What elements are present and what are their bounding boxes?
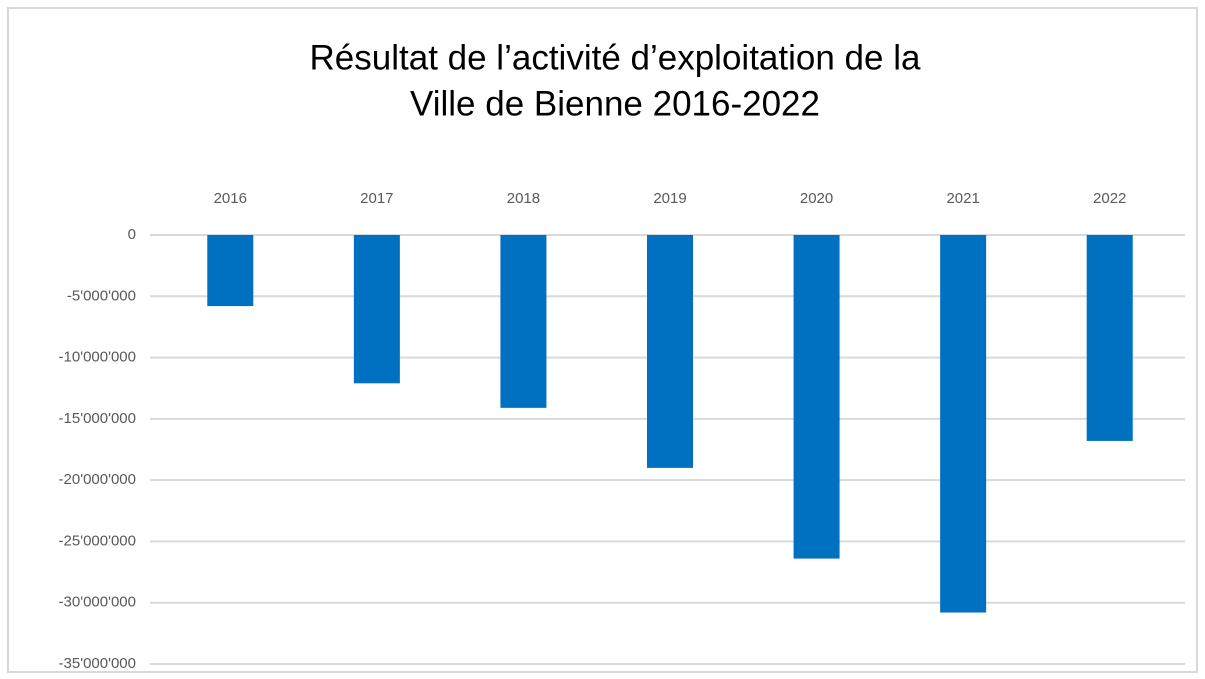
chart-title: Ville de Bienne 2016-2022 (410, 84, 820, 123)
x-tick-label: 2018 (507, 190, 540, 207)
bar (500, 235, 547, 408)
y-tick-label: -15'000'000 (59, 410, 136, 427)
x-tick-label: 2022 (1093, 190, 1126, 207)
y-tick-label: -20'000'000 (59, 471, 136, 488)
bar (207, 235, 254, 307)
chart-title: Résultat de l’activité d’exploitation de… (310, 38, 921, 77)
x-tick-label: 2020 (800, 190, 833, 207)
y-tick-label: 0 (128, 226, 136, 243)
chart-frame (7, 7, 1198, 673)
y-tick-label: -35'000'000 (59, 655, 136, 672)
y-tick-label: -25'000'000 (59, 532, 136, 549)
bar (793, 235, 840, 559)
bar (940, 235, 987, 613)
x-tick-label: 2017 (360, 190, 393, 207)
bar (353, 235, 400, 384)
bar (1086, 235, 1133, 441)
x-tick-label: 2021 (946, 190, 979, 207)
x-tick-label: 2016 (214, 190, 247, 207)
bar (647, 235, 693, 468)
y-tick-label: -10'000'000 (59, 349, 136, 366)
y-tick-label: -5'000'000 (67, 287, 136, 304)
x-tick-label: 2019 (653, 190, 686, 207)
y-tick-label: -30'000'000 (59, 594, 136, 611)
